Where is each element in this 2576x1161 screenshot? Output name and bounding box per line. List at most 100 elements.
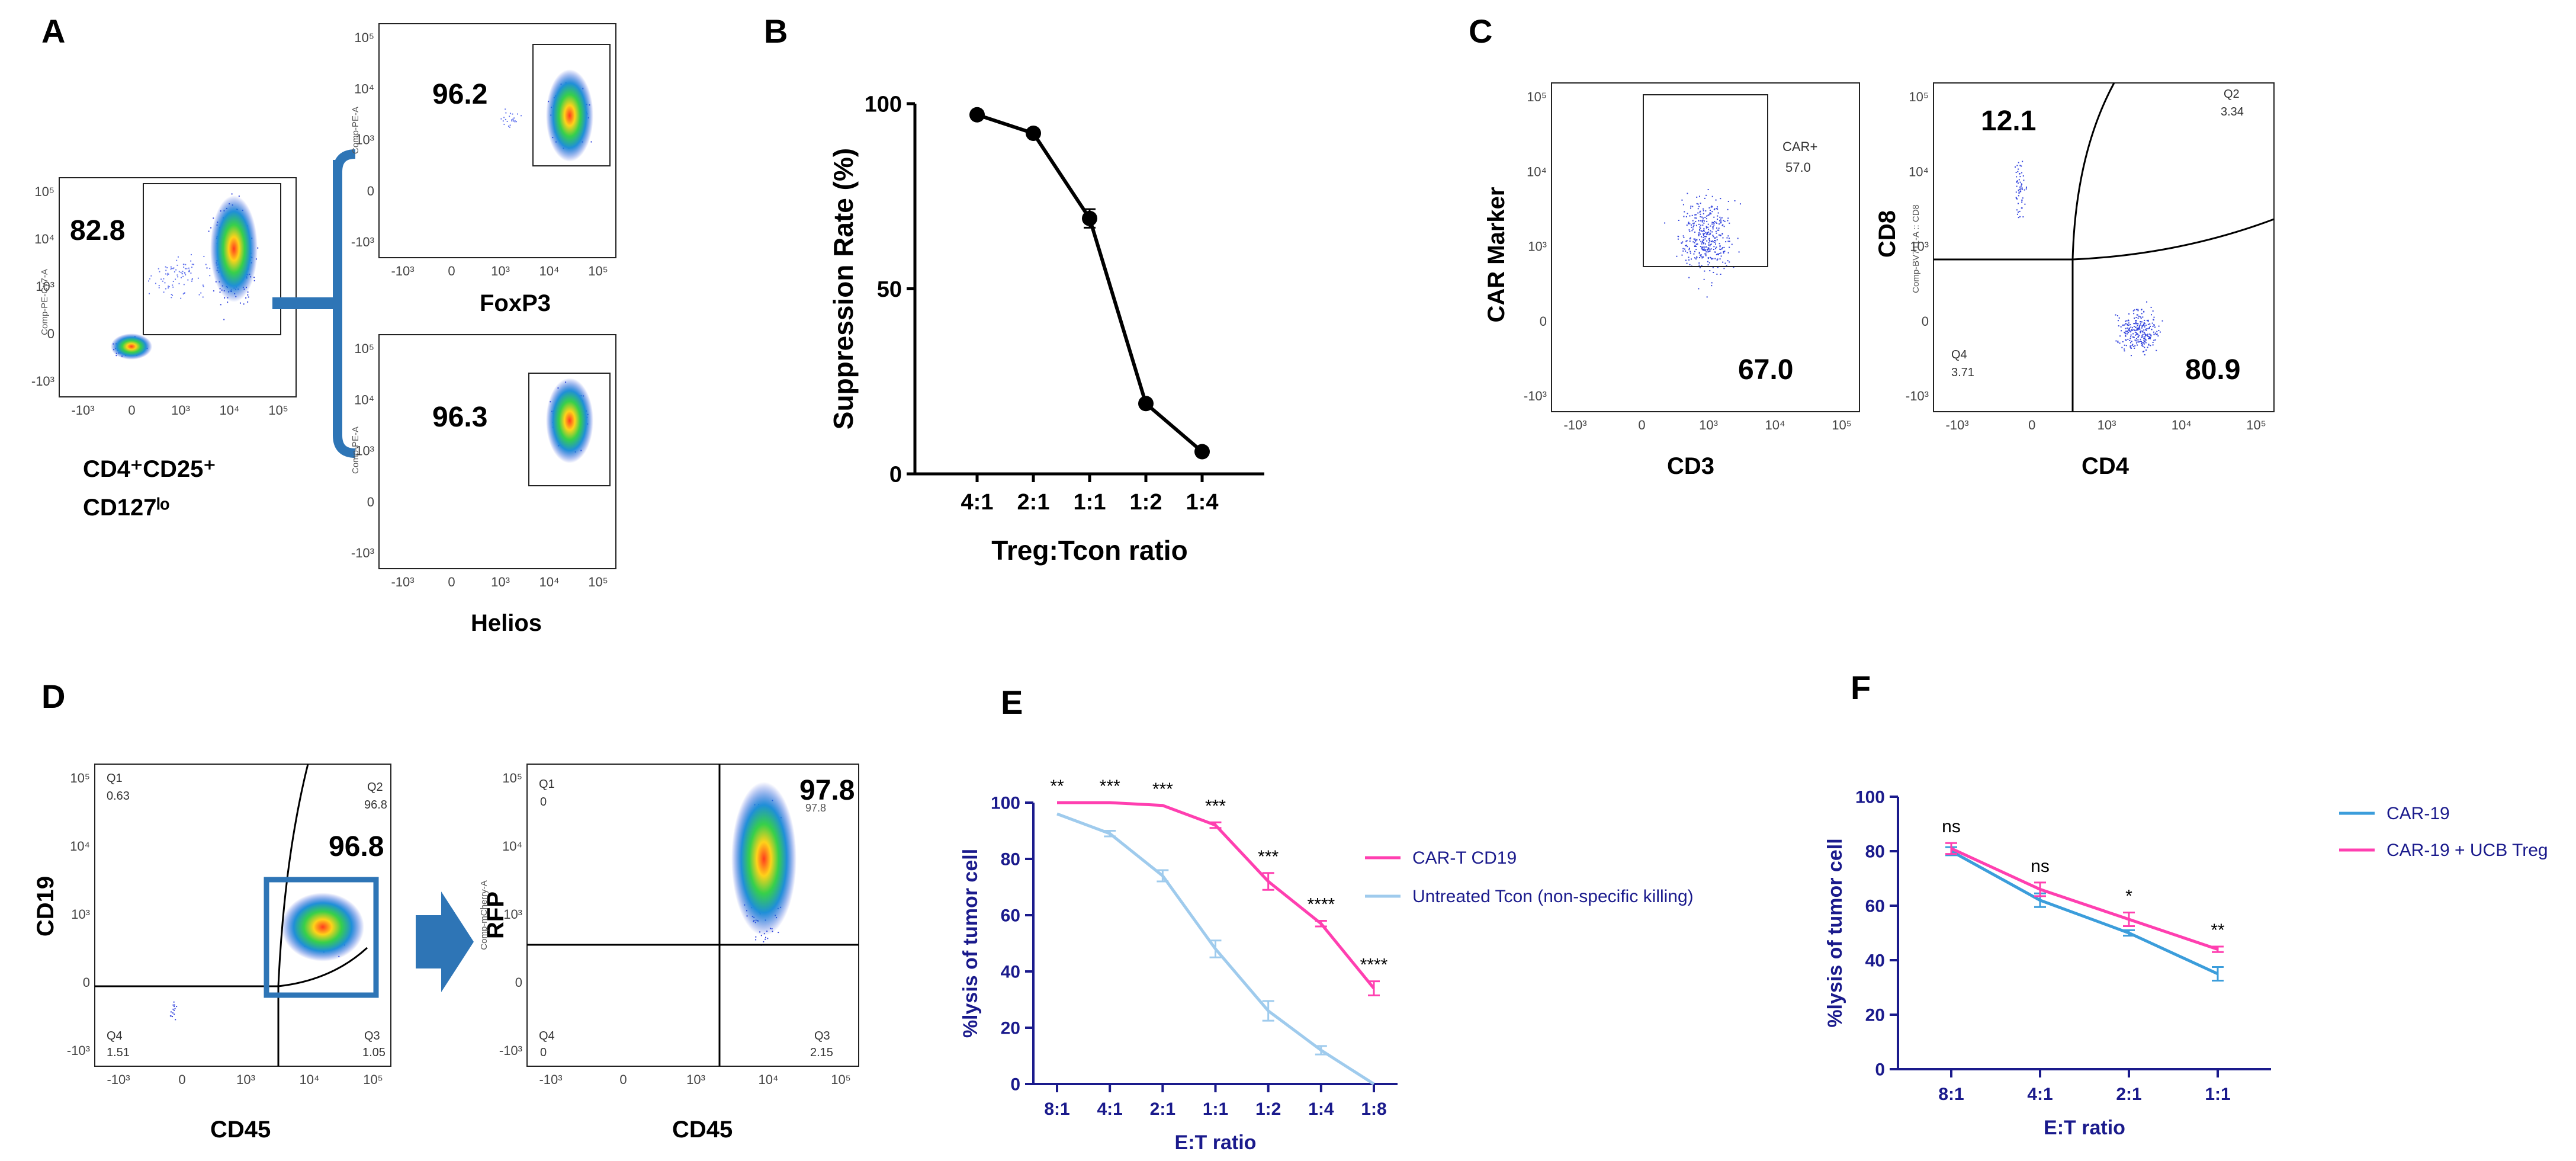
event-dot xyxy=(1692,223,1694,224)
event-dot xyxy=(245,297,247,299)
event-dot xyxy=(2124,324,2125,326)
event-dot xyxy=(202,296,204,298)
event-dot xyxy=(2128,325,2129,326)
event-dot xyxy=(1706,240,1708,242)
event-dot xyxy=(1727,209,1729,210)
event-dot xyxy=(162,280,163,282)
event-dot xyxy=(168,287,169,289)
event-dot xyxy=(115,355,117,357)
event-dot xyxy=(2130,355,2132,357)
density-hotspot xyxy=(546,69,593,162)
event-dot xyxy=(2129,346,2131,348)
event-dot xyxy=(1704,238,1706,240)
event-dot xyxy=(2128,329,2130,331)
panel-label-f: F xyxy=(1851,669,1871,706)
event-dot xyxy=(2134,331,2136,333)
event-dot xyxy=(1719,258,1721,260)
event-dot xyxy=(2136,333,2138,335)
event-dot xyxy=(1706,234,1708,236)
event-dot xyxy=(2021,165,2022,167)
panel-d-left-plot: Q1 0.63 Q2 96.8 96.8 Q4 1.51 Q3 1.05 CD1… xyxy=(33,764,391,1143)
event-dot xyxy=(1715,248,1717,249)
event-dot xyxy=(2019,186,2021,188)
event-dot xyxy=(2118,325,2119,327)
event-dot xyxy=(238,195,240,197)
event-dot xyxy=(1685,250,1687,252)
event-dot xyxy=(239,302,241,304)
event-dot xyxy=(171,297,172,299)
x-tick-label: -10³ xyxy=(71,403,94,418)
event-dot xyxy=(2140,321,2141,323)
event-dot xyxy=(2140,332,2141,333)
y-axis-title: CD19 xyxy=(33,876,59,937)
event-dot xyxy=(1698,232,1700,234)
event-dot xyxy=(202,284,204,286)
event-dot xyxy=(174,1004,175,1006)
event-dot xyxy=(1684,211,1685,213)
event-dot xyxy=(1737,238,1739,239)
event-dot xyxy=(1726,265,1727,267)
y-tick-label: -10³ xyxy=(351,546,374,560)
event-dot xyxy=(2119,335,2121,337)
event-dot xyxy=(1676,255,1678,257)
event-dot xyxy=(227,302,229,303)
event-dot xyxy=(1708,262,1710,264)
y-tick-label: 0 xyxy=(83,975,90,990)
panel-a-foxp3-plot: 96.2 Comp-PE-A FoxP3 xyxy=(351,23,616,316)
event-dot xyxy=(190,272,192,274)
event-dot xyxy=(2153,333,2155,335)
event-dot xyxy=(1700,240,1702,242)
event-dot xyxy=(1711,206,1713,207)
event-dot xyxy=(2141,345,2143,347)
event-dot xyxy=(1711,285,1713,287)
event-dot xyxy=(1717,208,1719,210)
event-dot xyxy=(2017,182,2019,184)
significance-label: *** xyxy=(1100,777,1120,796)
legend-label: CAR-19 xyxy=(2387,804,2450,823)
event-dot xyxy=(1711,195,1713,197)
event-dot xyxy=(1709,240,1711,242)
event-dot xyxy=(2147,328,2149,329)
event-dot xyxy=(2134,339,2136,341)
event-dot xyxy=(2127,330,2128,332)
event-dot xyxy=(2148,336,2150,338)
x-axis-title: Treg:Tcon ratio xyxy=(991,535,1187,566)
event-dot xyxy=(1720,218,1721,220)
event-dot xyxy=(2127,333,2128,335)
event-dot xyxy=(2142,345,2144,347)
gate-small-value: 57.0 xyxy=(1785,160,1811,175)
y-tick-label: 0 xyxy=(367,184,374,198)
event-dot xyxy=(2016,198,2018,200)
event-dot xyxy=(2142,351,2144,352)
event-dot xyxy=(1708,238,1710,239)
density-hotspot xyxy=(731,782,796,936)
event-dot xyxy=(763,941,765,942)
event-dot xyxy=(1703,220,1705,222)
series-line xyxy=(1950,849,2219,976)
event-dot xyxy=(1717,254,1719,255)
event-dot xyxy=(172,286,174,288)
event-dot xyxy=(1714,240,1716,242)
density-hotspot xyxy=(546,378,593,463)
q2-value: 3.34 xyxy=(2221,105,2244,118)
event-dot xyxy=(2144,336,2146,338)
gate-value: 96.2 xyxy=(432,79,487,110)
event-dot xyxy=(180,271,182,273)
x-tick-label: 10⁵ xyxy=(363,1072,383,1087)
event-dot xyxy=(1699,229,1701,230)
event-dot xyxy=(1686,240,1688,242)
panel-f-lysis-chart: 0 20 40 60 80 100 8:1 4:1 2:1 1:1 E:T ratio %lysis … xyxy=(1824,788,2548,1140)
x-tick-label: 1:2 xyxy=(1255,1099,1281,1119)
event-dot xyxy=(506,120,508,122)
event-dot xyxy=(1701,242,1703,243)
event-dot xyxy=(2143,342,2144,344)
event-dot xyxy=(1700,256,1702,258)
event-dot xyxy=(1701,230,1703,232)
y-tick-label: 10⁴ xyxy=(1527,164,1547,179)
event-dot xyxy=(2018,191,2020,193)
event-dot xyxy=(2133,329,2135,331)
event-dot xyxy=(165,273,166,275)
event-dot xyxy=(2137,309,2139,310)
event-dot xyxy=(1713,248,1714,250)
